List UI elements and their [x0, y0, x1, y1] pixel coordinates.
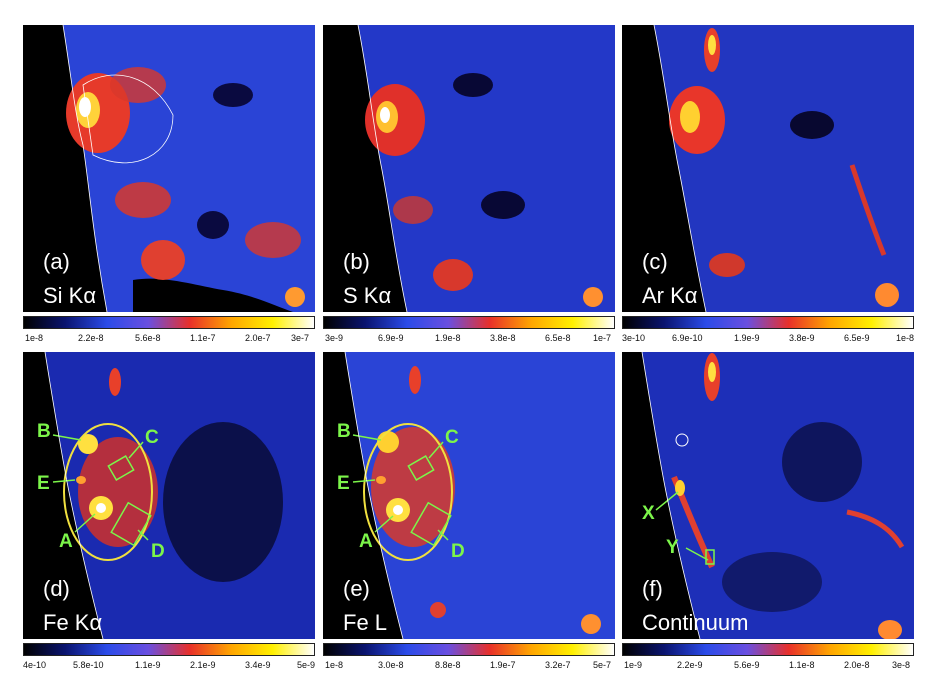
tick-label: 3.2e-7	[545, 660, 571, 670]
region-label-c: C	[145, 427, 159, 448]
colorbar-ticks-s: 3e-9 6.9e-9 1.9e-8 3.8e-8 6.5e-8 1e-7	[323, 333, 615, 345]
panel-continuum: X Y (f) Continuum	[622, 352, 914, 639]
tick-label: 2.2e-8	[78, 333, 104, 343]
tick-label: 6.9e-10	[672, 333, 703, 343]
colorbar-ticks-fel: 1e-8 3.0e-8 8.8e-8 1.9e-7 3.2e-7 5e-7	[323, 660, 615, 672]
tick-label: 2.2e-9	[677, 660, 703, 670]
tick-label: 1e-8	[896, 333, 915, 343]
tick-label: 3.4e-9	[245, 660, 271, 670]
panel-si: (a) Si Kα	[23, 25, 315, 312]
colorbar-ticks-ar: 3e-10 6.9e-10 1.9e-9 3.8e-9 6.5e-9 1e-8	[622, 333, 914, 345]
region-label-a: A	[59, 531, 73, 552]
tick-label: 1.9e-7	[490, 660, 516, 670]
tick-label: 1.1e-9	[135, 660, 161, 670]
panel-ar: (c) Ar Kα	[622, 25, 914, 312]
tick-label: 3.8e-8	[490, 333, 516, 343]
tick-label: 3.8e-9	[789, 333, 815, 343]
tick-label: 5e-7	[593, 660, 612, 670]
panel-line-label: Ar Kα	[642, 283, 698, 308]
tick-label: 6.5e-9	[844, 333, 870, 343]
tick-label: 1.9e-8	[435, 333, 461, 343]
region-label-d: D	[151, 541, 165, 562]
panel-line-label: Si Kα	[43, 283, 97, 308]
tick-label: 4e-10	[23, 660, 47, 670]
tick-label: 2.0e-8	[844, 660, 870, 670]
ar-map-image	[622, 25, 914, 312]
tick-label: 3e-8	[892, 660, 911, 670]
region-label-c: C	[445, 427, 459, 448]
region-label-y: Y	[666, 537, 679, 558]
panel-line-label: Continuum	[642, 610, 749, 635]
panel-line-label: Fe L	[343, 610, 388, 635]
region-label-d: D	[451, 541, 465, 562]
tick-label: 5.6e-9	[734, 660, 760, 670]
colorbar-continuum	[622, 643, 914, 656]
colorbar-s	[323, 316, 615, 329]
si-map-image	[23, 25, 315, 312]
colorbar-ticks-continuum: 1e-9 2.2e-9 5.6e-9 1.1e-8 2.0e-8 3e-8	[622, 660, 914, 672]
fel-map-image	[323, 352, 615, 639]
tick-label: 3e-10	[622, 333, 646, 343]
panel-letter: (f)	[642, 576, 663, 601]
tick-label: 1e-8	[325, 660, 344, 670]
tick-label: 5.6e-8	[135, 333, 161, 343]
tick-label: 3e-7	[291, 333, 310, 343]
panel-letter: (a)	[43, 249, 70, 274]
colorbar-fel	[323, 643, 615, 656]
colorbar-ticks-fek: 4e-10 5.8e-10 1.1e-9 2.1e-9 3.4e-9 5e-9	[23, 660, 315, 672]
region-label-e: E	[37, 473, 50, 494]
tick-label: 1e-7	[593, 333, 612, 343]
tick-label: 2.1e-9	[190, 660, 216, 670]
panel-letter: (d)	[43, 576, 70, 601]
region-label-x: X	[642, 503, 655, 524]
tick-label: 3e-9	[325, 333, 344, 343]
panel-line-label: S Kα	[343, 283, 392, 308]
colorbar-fek	[23, 643, 315, 656]
panel-letter: (e)	[343, 576, 370, 601]
continuum-map-image	[622, 352, 914, 639]
colorbar-ticks-si: 1e-8 2.2e-8 5.6e-8 1.1e-7 2.0e-7 3e-7	[23, 333, 315, 345]
fek-map-image	[23, 352, 315, 639]
tick-label: 1e-8	[25, 333, 44, 343]
panel-fel: B C E A D (e) Fe L	[323, 352, 615, 639]
tick-label: 1.9e-9	[734, 333, 760, 343]
s-map-image	[323, 25, 615, 312]
tick-label: 6.5e-8	[545, 333, 571, 343]
tick-label: 1.1e-8	[789, 660, 815, 670]
region-label-a: A	[359, 531, 373, 552]
colorbar-ar	[622, 316, 914, 329]
colorbar-si	[23, 316, 315, 329]
panel-s: (b) S Kα	[323, 25, 615, 312]
tick-label: 5.8e-10	[73, 660, 104, 670]
tick-label: 3.0e-8	[378, 660, 404, 670]
region-label-b: B	[337, 421, 351, 442]
tick-label: 5e-9	[297, 660, 316, 670]
panel-letter: (c)	[642, 249, 668, 274]
tick-label: 6.9e-9	[378, 333, 404, 343]
panel-fek: B C E A D (d) Fe Kα	[23, 352, 315, 639]
panel-letter: (b)	[343, 249, 370, 274]
panel-line-label: Fe Kα	[43, 610, 103, 635]
tick-label: 8.8e-8	[435, 660, 461, 670]
tick-label: 1e-9	[624, 660, 643, 670]
region-label-e: E	[337, 473, 350, 494]
tick-label: 1.1e-7	[190, 333, 216, 343]
region-label-b: B	[37, 421, 51, 442]
tick-label: 2.0e-7	[245, 333, 271, 343]
